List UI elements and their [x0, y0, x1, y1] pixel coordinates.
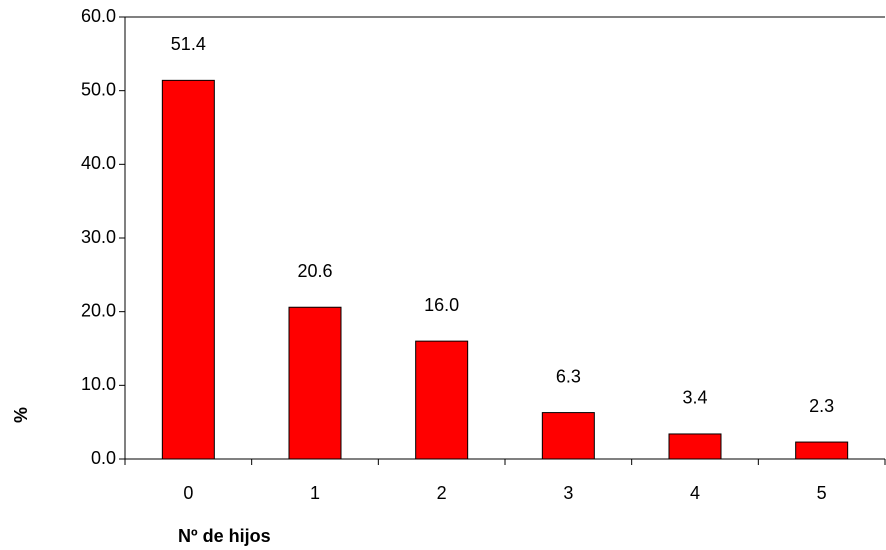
y-axis-label: % [11, 407, 31, 423]
x-tick-label: 0 [183, 483, 193, 503]
value-label: 3.4 [682, 388, 707, 408]
y-tick-label: 40.0 [81, 153, 116, 173]
bar [161, 79, 215, 460]
x-tick-label: 5 [817, 483, 827, 503]
x-tick-label: 3 [563, 483, 573, 503]
x-tick-label: 4 [690, 483, 700, 503]
bar [668, 433, 722, 460]
value-label: 20.6 [297, 261, 332, 281]
bar [415, 340, 469, 460]
bar [795, 441, 849, 460]
bar [541, 412, 595, 460]
x-tick-label: 2 [437, 483, 447, 503]
value-label: 16.0 [424, 295, 459, 315]
y-tick-label: 60.0 [81, 6, 116, 26]
value-label: 51.4 [171, 34, 206, 54]
bar [288, 306, 342, 460]
value-label: 2.3 [809, 396, 834, 416]
value-label: 6.3 [556, 366, 581, 386]
x-tick-label: 1 [310, 483, 320, 503]
y-tick-label: 10.0 [81, 374, 116, 394]
x-axis-label: Nº de hijos [178, 526, 271, 546]
y-tick-label: 50.0 [81, 79, 116, 99]
y-tick-label: 20.0 [81, 300, 116, 320]
y-tick-label: 30.0 [81, 227, 116, 247]
y-tick-label: 0.0 [91, 448, 116, 468]
